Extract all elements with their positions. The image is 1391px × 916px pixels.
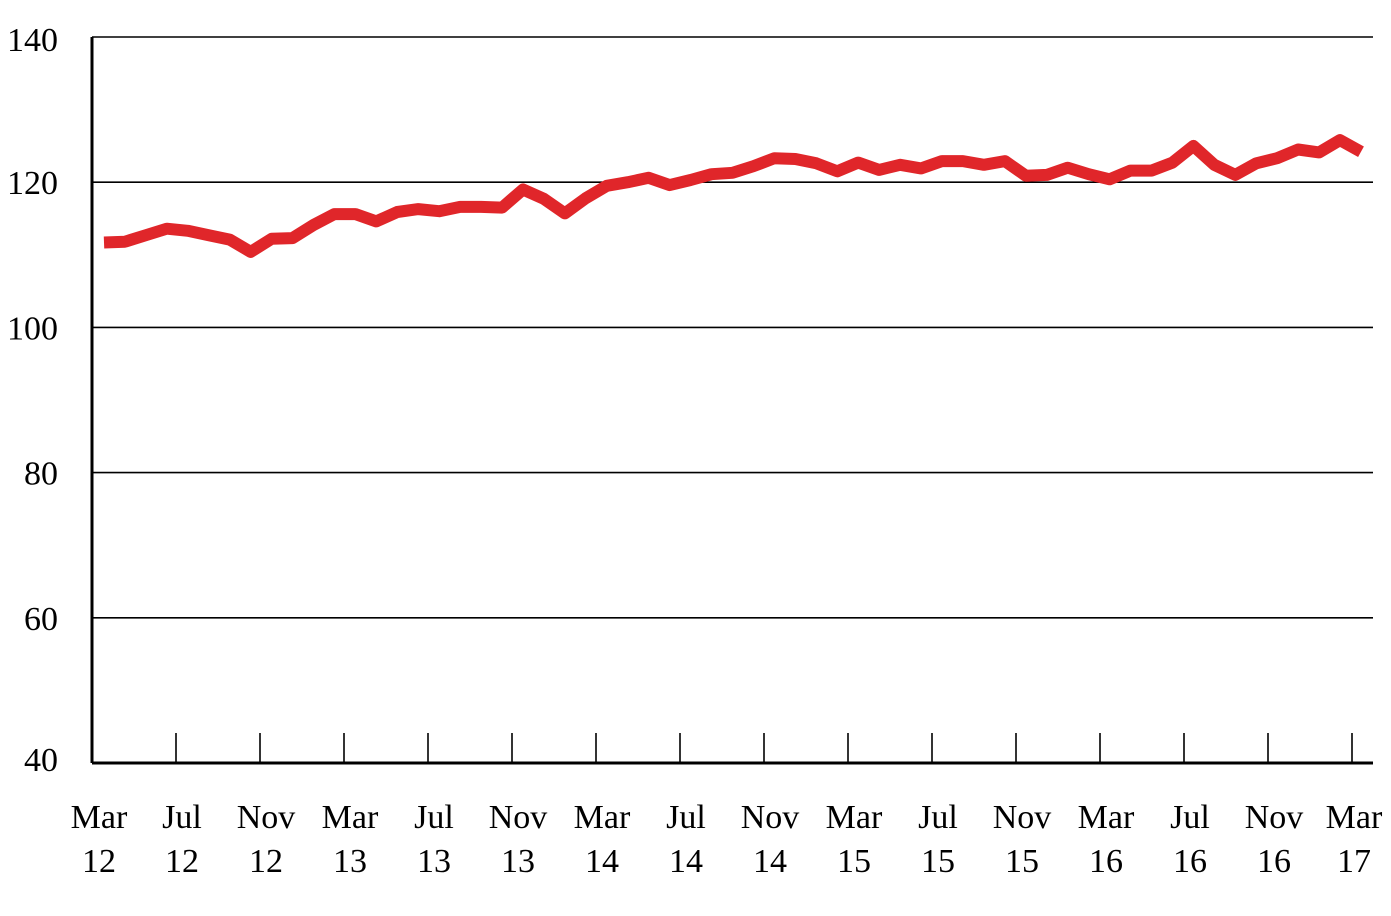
x-tick-label-year: 15 (921, 843, 955, 880)
axes (90, 37, 1373, 765)
x-tick-label-month: Mar (1078, 799, 1135, 836)
y-tick-label: 60 (24, 601, 58, 638)
x-tick-label-year: 12 (82, 843, 116, 880)
x-tick-label-month: Jul (1170, 799, 1210, 836)
x-tick-label-month: Jul (414, 799, 454, 836)
x-tick-label-month: Mar (322, 799, 379, 836)
x-tick-label-month: Nov (1245, 799, 1304, 836)
x-tick-label-year: 15 (837, 843, 871, 880)
y-tick-label: 120 (7, 165, 58, 202)
y-tick-label: 140 (7, 22, 58, 59)
x-tick-label-month: Nov (993, 799, 1052, 836)
series-layer (103, 134, 1364, 258)
x-tick-label-month: Nov (741, 799, 800, 836)
x-tick-label-month: Jul (918, 799, 958, 836)
x-tick-label-year: 14 (753, 843, 787, 880)
x-tick-label-month: Mar (826, 799, 883, 836)
x-tick-label-year: 12 (165, 843, 199, 880)
x-tick-label-year: 16 (1173, 843, 1207, 880)
series-line (103, 134, 1364, 258)
x-tick-label-month: Jul (666, 799, 706, 836)
x-tick-label-month: Mar (71, 799, 128, 836)
x-axis-ticks: Mar 12 Jul 12 Nov 12 Mar 13 Jul 13 Nov 13 Mar 14 Jul 14… (71, 733, 1383, 880)
x-tick-label-year: 16 (1089, 843, 1123, 880)
x-tick-label-year: 13 (501, 843, 535, 880)
x-tick-label-year: 14 (669, 843, 703, 880)
y-tick-label: 40 (24, 742, 58, 779)
x-tick-label-month: Jul (162, 799, 202, 836)
x-tick-label-month: Mar (1326, 799, 1383, 836)
x-tick-label-month: Nov (237, 799, 296, 836)
x-tick-label-month: Mar (574, 799, 631, 836)
x-tick-label-year: 16 (1257, 843, 1291, 880)
x-tick-label-year: 13 (333, 843, 367, 880)
x-tick-label-year: 13 (417, 843, 451, 880)
x-tick-label-year: 14 (585, 843, 619, 880)
y-tick-label: 100 (7, 310, 58, 347)
y-axis-tick-labels: 40 60 80 100 120 140 (7, 22, 58, 779)
x-tick-label-year: 17 (1337, 843, 1371, 880)
y-tick-label: 80 (24, 456, 58, 493)
x-tick-label-year: 15 (1005, 843, 1039, 880)
gridlines (92, 36, 1373, 619)
x-tick-label-month: Nov (489, 799, 548, 836)
x-tick-label-year: 12 (249, 843, 283, 880)
